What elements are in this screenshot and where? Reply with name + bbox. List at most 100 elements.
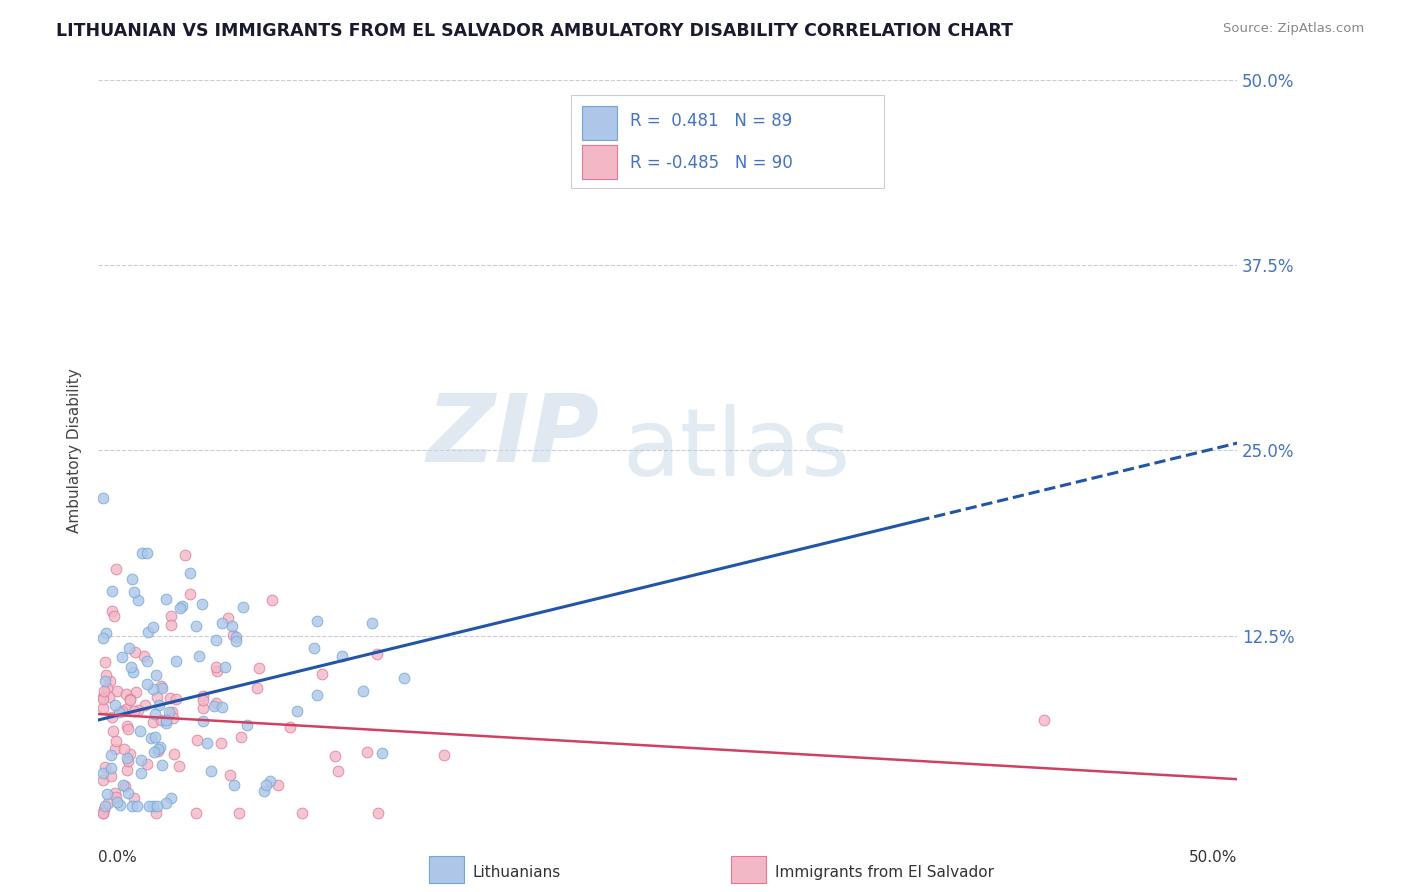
Point	[371, 746, 394, 760]
Point	[186, 732, 208, 747]
Point	[127, 703, 149, 717]
Point	[179, 586, 201, 600]
Text: Source: ZipAtlas.com: Source: ZipAtlas.com	[1223, 22, 1364, 36]
Point	[246, 681, 269, 696]
Point	[145, 798, 167, 813]
Point	[191, 693, 214, 707]
Point	[311, 667, 333, 681]
Point	[191, 714, 214, 728]
Point	[100, 769, 122, 783]
Point	[204, 633, 226, 648]
Point	[162, 711, 184, 725]
Point	[179, 566, 201, 580]
Point	[96, 787, 118, 801]
Point	[112, 742, 135, 756]
Point	[94, 674, 117, 689]
Point	[117, 719, 139, 733]
Point	[117, 722, 139, 736]
Point	[117, 786, 139, 800]
Point	[122, 584, 145, 599]
Point	[101, 583, 124, 598]
Text: 0.0%: 0.0%	[98, 850, 138, 865]
Point	[328, 764, 350, 778]
Point	[169, 759, 191, 773]
Point	[104, 786, 127, 800]
Point	[94, 626, 117, 640]
Point	[142, 681, 165, 696]
Point	[117, 763, 139, 777]
Point	[146, 690, 169, 705]
Point	[433, 748, 456, 763]
Point	[101, 603, 124, 617]
Point	[307, 614, 329, 628]
Point	[160, 608, 183, 623]
Text: 50.0%: 50.0%	[1189, 850, 1237, 865]
Point	[225, 630, 247, 644]
Point	[236, 718, 259, 732]
Point	[91, 773, 114, 788]
Point	[105, 790, 128, 805]
Point	[118, 747, 141, 761]
Point	[163, 747, 186, 761]
Point	[103, 609, 125, 624]
Point	[136, 654, 159, 668]
Point	[330, 648, 353, 663]
Point	[146, 744, 169, 758]
Point	[267, 778, 290, 792]
Point	[219, 768, 242, 782]
Point	[125, 685, 148, 699]
Point	[132, 648, 155, 663]
Point	[367, 806, 389, 821]
Point	[193, 689, 215, 703]
Point	[93, 684, 115, 698]
Point	[160, 791, 183, 805]
Point	[100, 747, 122, 762]
Point	[91, 806, 114, 821]
Point	[129, 766, 152, 780]
Point	[136, 677, 159, 691]
Text: atlas: atlas	[623, 404, 851, 497]
Point	[91, 701, 114, 715]
Point	[222, 627, 245, 641]
Point	[278, 720, 301, 734]
Point	[254, 778, 277, 792]
Point	[121, 572, 143, 586]
FancyBboxPatch shape	[582, 106, 617, 139]
Point	[360, 615, 382, 630]
Text: Lithuanians: Lithuanians	[472, 865, 561, 880]
Point	[115, 750, 138, 764]
Point	[142, 715, 165, 730]
Text: ZIP: ZIP	[426, 390, 599, 482]
Point	[262, 592, 284, 607]
Point	[91, 692, 114, 706]
Point	[225, 634, 247, 648]
Point	[122, 791, 145, 805]
Point	[159, 691, 181, 706]
Point	[101, 710, 124, 724]
Point	[93, 491, 115, 505]
Point	[155, 715, 177, 730]
Point	[93, 655, 115, 669]
Point	[304, 640, 326, 655]
Point	[110, 797, 132, 812]
Point	[143, 706, 166, 721]
Point	[191, 700, 214, 714]
Point	[122, 705, 145, 719]
Point	[200, 764, 222, 778]
Point	[285, 705, 308, 719]
Point	[352, 684, 374, 698]
Point	[186, 806, 208, 821]
Point	[165, 654, 187, 668]
Point	[202, 699, 225, 714]
Text: R = -0.485   N = 90: R = -0.485 N = 90	[630, 154, 793, 172]
Point	[207, 664, 229, 678]
Y-axis label: Ambulatory Disability: Ambulatory Disability	[67, 368, 83, 533]
Point	[228, 806, 250, 821]
Point	[195, 736, 218, 750]
Point	[93, 759, 115, 773]
Point	[815, 140, 838, 154]
Point	[155, 713, 177, 727]
Point	[205, 659, 228, 673]
Point	[134, 698, 156, 712]
Point	[100, 673, 122, 688]
